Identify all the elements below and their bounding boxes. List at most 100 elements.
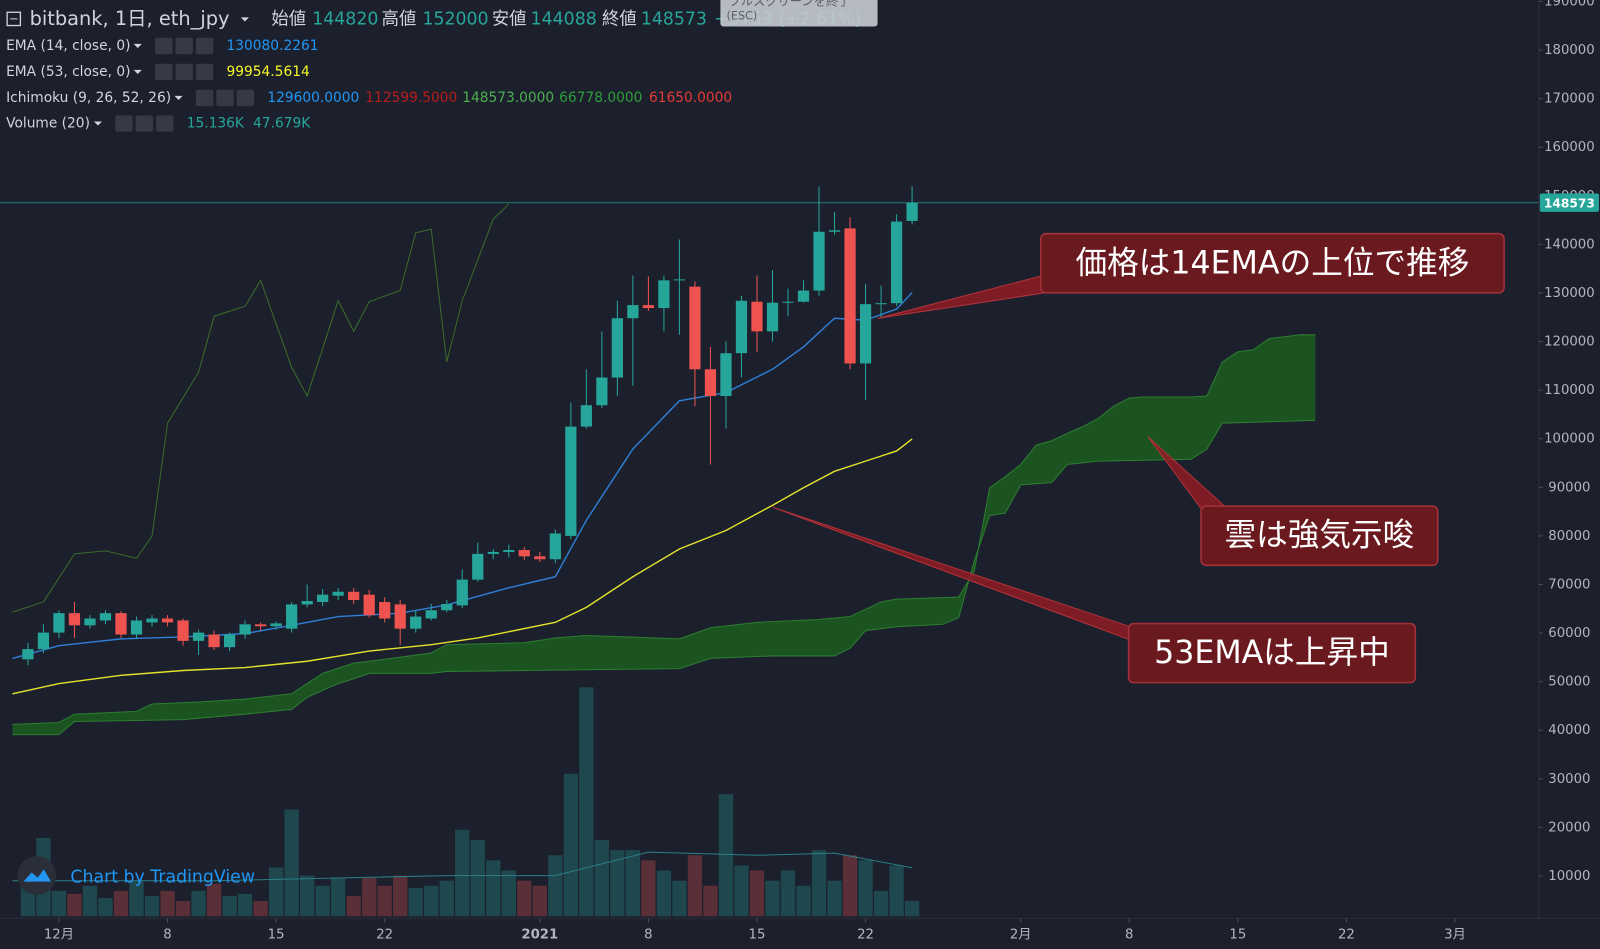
volume-bar [579, 687, 594, 917]
candle-body [813, 231, 825, 291]
volume-bar [51, 890, 67, 917]
dropdown-caret[interactable] [133, 69, 142, 74]
volume-bar [548, 855, 563, 917]
legend-icon[interactable] [195, 63, 214, 81]
volume-bar [842, 855, 858, 917]
volume-bar [424, 885, 439, 917]
candle-body [642, 305, 655, 309]
indicator-value: 61650.0000 [649, 90, 732, 106]
volume-bar [889, 865, 904, 917]
candle-body [161, 618, 174, 623]
volume-bar [796, 885, 811, 917]
indicator-value: 66778.0000 [559, 90, 642, 106]
fullscreen-popup[interactable] [720, 0, 878, 27]
span-a-line [12, 334, 1316, 725]
volume-bar [284, 809, 299, 917]
dropdown-caret[interactable] [133, 43, 142, 48]
y-tick-label: 70000 [1548, 577, 1590, 592]
annotation-box [1040, 232, 1505, 294]
volume-bar [160, 890, 175, 917]
volume-bar [98, 898, 113, 917]
volume-bar [904, 900, 920, 917]
legend-icon[interactable] [155, 37, 173, 55]
dropdown-caret[interactable] [93, 121, 103, 126]
volume-bar [625, 850, 641, 917]
x-tick-label: 15 [268, 928, 285, 943]
watermark[interactable]: Chart by TradingView [70, 868, 255, 888]
annotation-box [1200, 505, 1439, 567]
ohlc-label: 始値 [271, 9, 306, 29]
lagging-span [12, 203, 510, 613]
y-tick-label: 40000 [1548, 723, 1590, 738]
annotation-text: 雲は強気示唆 [1225, 518, 1415, 554]
y-tick-label: 120000 [1544, 335, 1595, 350]
ema-line [12, 438, 913, 695]
y-tick-label: 100000 [1544, 432, 1595, 447]
y-tick-label: 190000 [1544, 0, 1595, 9]
volume-bar [362, 877, 377, 917]
candle-body [890, 221, 903, 304]
volume-bar [331, 877, 346, 917]
legend-icon[interactable] [135, 115, 154, 132]
volume-bar [672, 880, 687, 917]
x-tick-label: 22 [857, 928, 874, 943]
candle-body [534, 556, 546, 560]
candle-body [410, 616, 422, 629]
volume-bar [765, 880, 780, 917]
candle-body [363, 594, 375, 616]
candle-body [286, 604, 298, 629]
volume-bar [594, 839, 610, 917]
candle-body [37, 632, 50, 650]
legend-icon[interactable] [216, 89, 234, 107]
y-tick-label: 180000 [1544, 43, 1595, 58]
volume-bar [346, 895, 361, 917]
volume-bar [129, 880, 144, 917]
volume-bar [703, 885, 718, 917]
legend-icon[interactable] [115, 115, 133, 132]
legend-icon[interactable] [175, 63, 193, 81]
volume-bar [222, 895, 237, 917]
candle-body [549, 533, 561, 560]
legend-icon[interactable] [155, 63, 173, 81]
dropdown-caret[interactable] [240, 17, 249, 22]
price-tag-label: 148573 [1544, 196, 1595, 210]
volume-ma [12, 851, 913, 882]
volume-bar [175, 901, 191, 917]
legend-icon[interactable] [195, 37, 214, 55]
candle-body [254, 624, 267, 627]
candle-body [875, 303, 887, 305]
indicator-name: EMA (53, close, 0) [6, 64, 130, 80]
annotation-text: 価格は14EMAの上位で推移 [1076, 245, 1470, 281]
legend-icon[interactable] [236, 89, 255, 107]
candle-body [239, 624, 251, 635]
annotation-text: 53EMAは上昇中 [1154, 635, 1390, 671]
dropdown-caret[interactable] [174, 95, 183, 101]
collapse-icon[interactable] [6, 11, 22, 27]
indicator-name: Ichimoku (9, 26, 52, 26) [6, 90, 171, 106]
candle-body [441, 603, 453, 611]
x-tick-label: 8 [1125, 928, 1133, 943]
legend-icon[interactable] [195, 89, 214, 107]
volume-bar [873, 890, 889, 917]
legend-icon[interactable] [175, 37, 193, 55]
volume-bar [532, 885, 547, 917]
indicator-value: 99954.5614 [227, 64, 310, 80]
fullscreen-hint: (ESC) [727, 9, 758, 22]
indicator-value: 129600.0000 [267, 90, 359, 106]
legend-icon[interactable] [156, 115, 174, 132]
volume-bar [393, 875, 408, 917]
candle-body [472, 553, 484, 580]
candle-body [766, 302, 779, 332]
y-tick-label: 10000 [1548, 869, 1590, 884]
ohlc-value: 148573 [641, 9, 707, 29]
logo-mark[interactable] [23, 869, 52, 882]
y-tick-label: 30000 [1548, 772, 1590, 787]
x-tick-label: 15 [1229, 928, 1246, 943]
candle-body [348, 591, 360, 601]
candle-body [115, 613, 127, 635]
volume-bar [780, 870, 796, 917]
y-tick-label: 20000 [1548, 820, 1590, 835]
logo[interactable] [17, 856, 57, 895]
